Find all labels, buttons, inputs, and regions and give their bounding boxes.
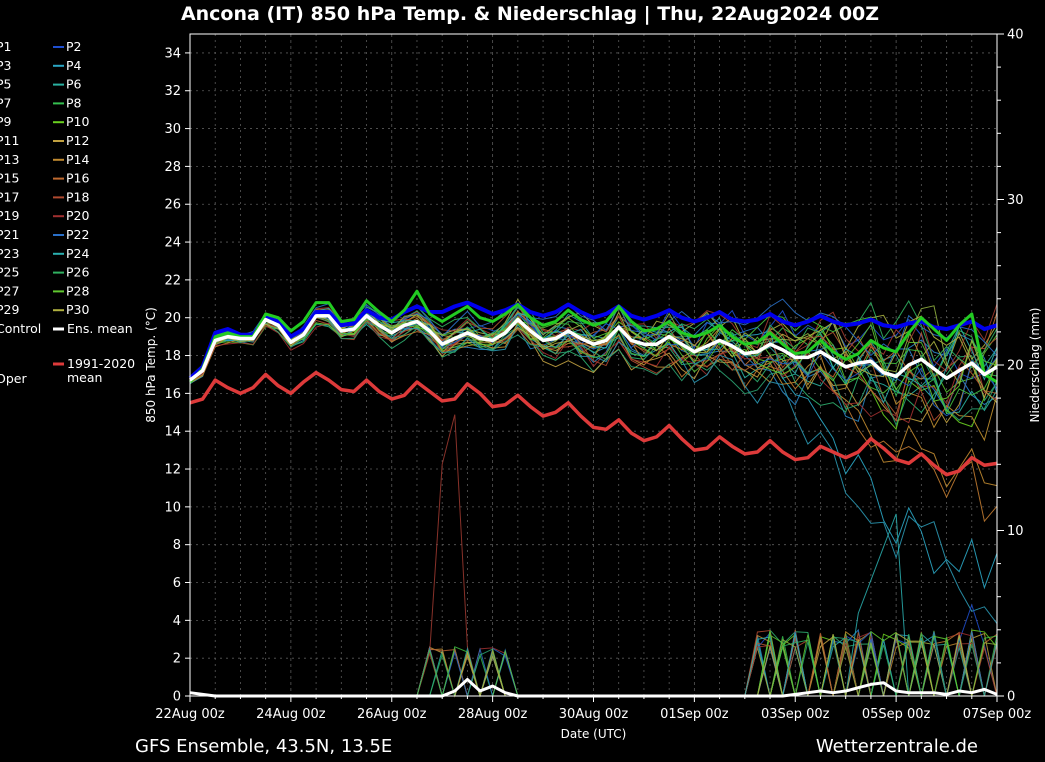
legend-label-ens-mean: Ens. mean [67,321,133,336]
legend-label-P7: P7 [0,95,12,110]
y-tick-label: 8 [173,538,181,553]
footer-right: Wetterzentrale.de [816,736,978,757]
legend-label-P27: P27 [0,283,19,298]
member-line-P18 [189,312,998,423]
legend-label-P21: P21 [0,227,19,242]
y-tick-label: 4 [173,614,181,629]
legend-label-P4: P4 [66,58,82,73]
legend-label-P12: P12 [66,133,89,148]
x-tick-label: 03Sep 00z [761,707,830,722]
y2-axis-label: Niederschlag (mm) [1028,308,1042,423]
legend-label-P28: P28 [66,283,89,298]
member-line-P28 [189,314,998,402]
y-tick-label: 18 [164,349,181,364]
legend-label-P18: P18 [66,189,89,204]
y-tick-label: 34 [164,46,181,61]
legend-label-oper: Oper [0,371,27,386]
y-tick-label: 20 [164,311,181,326]
y-tick-label: 12 [164,463,181,478]
series-line-1991-2020-mean [189,370,998,477]
y-tick-label: 10 [164,500,181,515]
x-tick-label: 07Sep 00z [963,707,1032,722]
legend-label-P11: P11 [0,133,19,148]
legend-label-P25: P25 [0,265,19,280]
legend-label-P8: P8 [66,95,82,110]
y-axis-label: 850 hPa Temp. (°C) [144,307,158,423]
y-tick-label: 30 [164,122,181,137]
x-tick-label: 26Aug 00z [357,707,427,722]
x-tick-label: 24Aug 00z [256,707,326,722]
member-line-P12 [189,314,998,424]
legend-label-P30: P30 [66,302,89,317]
legend-label-P5: P5 [0,77,12,92]
legend-label-P1: P1 [0,39,12,54]
y-tick-label: 16 [164,387,181,402]
series-line-control [188,300,998,380]
y2-tick-label: 10 [1007,524,1024,539]
legend-label-P2: P2 [66,39,82,54]
y-tick-label: 22 [164,273,181,288]
legend-label-P22: P22 [66,227,89,242]
y-tick-label: 24 [164,236,181,251]
legend-label-P24: P24 [66,246,89,261]
legend-label-P15: P15 [0,171,19,186]
series-line-oper [188,289,998,384]
legend-label-control: Control [0,321,41,336]
legend-label-P20: P20 [66,208,89,223]
y-tick-label: 14 [164,425,181,440]
y2-tick-label: 20 [1007,359,1024,374]
legend-label-P16: P16 [66,171,89,186]
legend-label-P23: P23 [0,246,19,261]
x-axis-label: Date (UTC) [561,727,627,741]
y2-tick-label: 30 [1007,193,1024,208]
legend-label-P19: P19 [0,208,19,223]
legend-label-P13: P13 [0,152,19,167]
x-tick-label: 01Sep 00z [660,707,729,722]
legend-label-P10: P10 [66,114,89,129]
legend-label-P14: P14 [66,152,89,167]
y2-tick-label: 40 [1007,28,1024,43]
x-tick-label: 30Aug 00z [559,707,629,722]
y-tick-label: 6 [173,576,181,591]
member-line-P25 [189,315,998,427]
x-tick-label: 05Sep 00z [862,707,931,722]
chart-title: Ancona (IT) 850 hPa Temp. & Niederschlag… [181,3,879,25]
y-tick-label: 2 [173,652,181,667]
member-line-P22 [189,298,998,378]
x-tick-label: 22Aug 00z [155,707,225,722]
series-line-ens-mean [188,314,998,382]
y2-tick-label: 0 [1007,690,1015,705]
legend-label-P6: P6 [66,77,82,92]
series-line-ens-mean-precip [189,677,998,698]
legend-label-P17: P17 [0,189,19,204]
legend-label-climate-mean-2: mean [67,370,102,385]
legend-label-climate-mean-1: 1991-2020 [67,356,135,371]
y-tick-label: 0 [173,690,181,705]
legend-label-P26: P26 [66,265,89,280]
x-tick-label: 28Aug 00z [458,707,528,722]
footer-left: GFS Ensemble, 43.5N, 13.5E [135,736,392,757]
y-tick-label: 28 [164,160,181,175]
y-tick-label: 32 [164,84,181,99]
legend-label-P9: P9 [0,114,12,129]
y-tick-label: 26 [164,198,181,213]
legend-label-P29: P29 [0,302,19,317]
legend: P1 P2 P3 P4 P5 P6 P7 P8 P9 P10 P11 P12 P13 P14 P15 P16 P… [0,39,135,386]
axes: 0246810121416182022242628303234010203040… [144,28,1042,742]
legend-label-P3: P3 [0,58,12,73]
